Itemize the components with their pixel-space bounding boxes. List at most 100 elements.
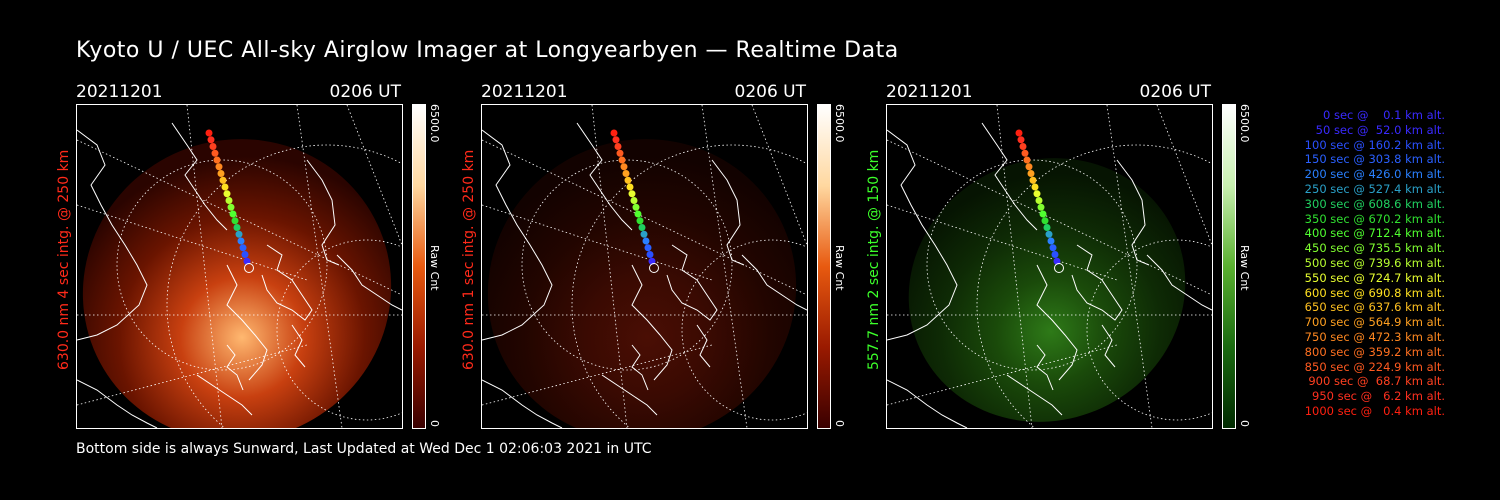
legend-row: 500 sec @ 739.6 km alt. xyxy=(1301,255,1445,270)
trajectory-point xyxy=(239,244,247,252)
trajectory-point xyxy=(1041,217,1049,225)
legend-row: 450 sec @ 735.5 km alt. xyxy=(1301,241,1445,256)
trajectory-point xyxy=(1031,183,1039,191)
legend-row: 850 sec @ 224.9 km alt. xyxy=(1301,359,1445,374)
colorbar-min: 0 xyxy=(833,420,846,427)
trajectory-point xyxy=(642,237,650,245)
coastline xyxy=(77,122,402,428)
trajectory-point xyxy=(620,163,628,171)
legend-row: 350 sec @ 670.2 km alt. xyxy=(1301,211,1445,226)
trajectory-point xyxy=(630,197,638,204)
trajectory-point xyxy=(612,136,620,144)
trajectory-point xyxy=(1049,244,1057,252)
trajectory-point xyxy=(640,230,648,238)
panel-date: 20211201 xyxy=(886,82,973,102)
trajectory-point xyxy=(638,224,646,231)
footer-status: Bottom side is always Sunward, Last Upda… xyxy=(76,441,652,457)
colorbar xyxy=(817,104,831,429)
image-panel-2: 20211201 0206 UT 630.0 nm 1 sec intg. @ 25… xyxy=(461,80,881,430)
allsky-image xyxy=(76,104,403,429)
colorbar-label: Raw Cnt xyxy=(428,245,441,291)
trajectory-point xyxy=(205,129,213,137)
trajectory-point xyxy=(649,263,659,273)
legend-row: 200 sec @ 426.0 km alt. xyxy=(1301,167,1445,182)
trajectory-point xyxy=(1021,149,1029,157)
trajectory-point xyxy=(213,156,221,164)
trajectory-point xyxy=(241,251,249,258)
legend-row: 600 sec @ 690.8 km alt. xyxy=(1301,285,1445,300)
trajectory-point xyxy=(1045,230,1053,238)
legend-row: 550 sec @ 724.7 km alt. xyxy=(1301,270,1445,285)
legend-row: 400 sec @ 712.4 km alt. xyxy=(1301,226,1445,241)
trajectory-point xyxy=(1035,197,1043,204)
trajectory-point xyxy=(233,224,241,231)
trajectory-point xyxy=(231,217,239,225)
panel-time: 0206 UT xyxy=(329,82,402,102)
geo-grid xyxy=(482,105,807,428)
legend-row: 950 sec @ 6.2 km alt. xyxy=(1308,389,1445,404)
legend-row: 900 sec @ 68.7 km alt. xyxy=(1304,374,1445,389)
trajectory-point xyxy=(223,190,231,198)
legend-row: 50 sec @ 52.0 km alt. xyxy=(1308,122,1445,137)
coastline xyxy=(482,122,807,428)
panel-time: 0206 UT xyxy=(1139,82,1212,102)
trajectory-point xyxy=(618,156,626,164)
colorbar-min: 0 xyxy=(1238,420,1251,427)
trajectory-point xyxy=(207,136,215,144)
trajectory-track xyxy=(1015,129,1064,273)
legend-row: 700 sec @ 564.9 km alt. xyxy=(1301,315,1445,330)
colorbar-max: 6500.0 xyxy=(428,104,441,143)
trajectory-track xyxy=(610,129,659,273)
panel-ylabel: 630.0 nm 4 sec intg. @ 250 km xyxy=(56,149,72,370)
allsky-image xyxy=(886,104,1213,429)
colorbar xyxy=(1222,104,1236,429)
trajectory-point xyxy=(1019,143,1027,150)
trajectory-point xyxy=(215,163,223,171)
trajectory-point xyxy=(225,197,233,204)
geo-grid xyxy=(77,105,402,428)
trajectory-point xyxy=(1027,170,1035,177)
trajectory-point xyxy=(628,190,636,198)
colorbar-min: 0 xyxy=(428,420,441,427)
trajectory-point xyxy=(211,149,219,157)
panel-date: 20211201 xyxy=(481,82,568,102)
trajectory-point xyxy=(221,183,229,191)
trajectory-point xyxy=(229,210,237,218)
trajectory-point xyxy=(244,263,254,273)
colorbar-label: Raw Cnt xyxy=(833,245,846,291)
legend-row: 1000 sec @ 0.4 km alt. xyxy=(1304,403,1445,418)
trajectory-point xyxy=(219,176,227,184)
trajectory-track xyxy=(205,129,254,273)
trajectory-point xyxy=(217,170,225,177)
trajectory-point xyxy=(1029,176,1037,184)
trajectory-point xyxy=(626,183,634,191)
panel-time: 0206 UT xyxy=(734,82,807,102)
trajectory-point xyxy=(636,217,644,225)
trajectory-legend: 0 sec @ 0.1 km alt. 50 sec @ 52.0 km alt… xyxy=(1240,108,1445,419)
trajectory-point xyxy=(1051,251,1059,258)
trajectory-point xyxy=(616,149,624,157)
legend-row: 650 sec @ 637.6 km alt. xyxy=(1301,300,1445,315)
trajectory-point xyxy=(1033,190,1041,198)
airglow-field xyxy=(487,139,797,428)
allsky-image xyxy=(481,104,808,429)
trajectory-point xyxy=(1037,203,1045,211)
trajectory-point xyxy=(1023,156,1031,164)
trajectory-point xyxy=(1015,129,1023,137)
geo-grid xyxy=(887,105,1212,428)
trajectory-point xyxy=(644,244,652,252)
trajectory-point xyxy=(634,210,642,218)
trajectory-point xyxy=(1043,224,1051,231)
trajectory-point xyxy=(610,129,618,137)
colorbar xyxy=(412,104,426,429)
panel-date: 20211201 xyxy=(76,82,163,102)
trajectory-point xyxy=(235,230,243,238)
trajectory-point xyxy=(1047,237,1055,245)
image-panel-3: 20211201 0206 UT 557.7 nm 2 sec intg. @ 15… xyxy=(866,80,1286,430)
legend-row: 250 sec @ 527.4 km alt. xyxy=(1301,181,1445,196)
trajectory-point xyxy=(227,203,235,211)
legend-row: 300 sec @ 608.6 km alt. xyxy=(1301,196,1445,211)
trajectory-point xyxy=(624,176,632,184)
airglow-field xyxy=(908,158,1186,422)
legend-row: 0 sec @ 0.1 km alt. xyxy=(1312,108,1445,122)
